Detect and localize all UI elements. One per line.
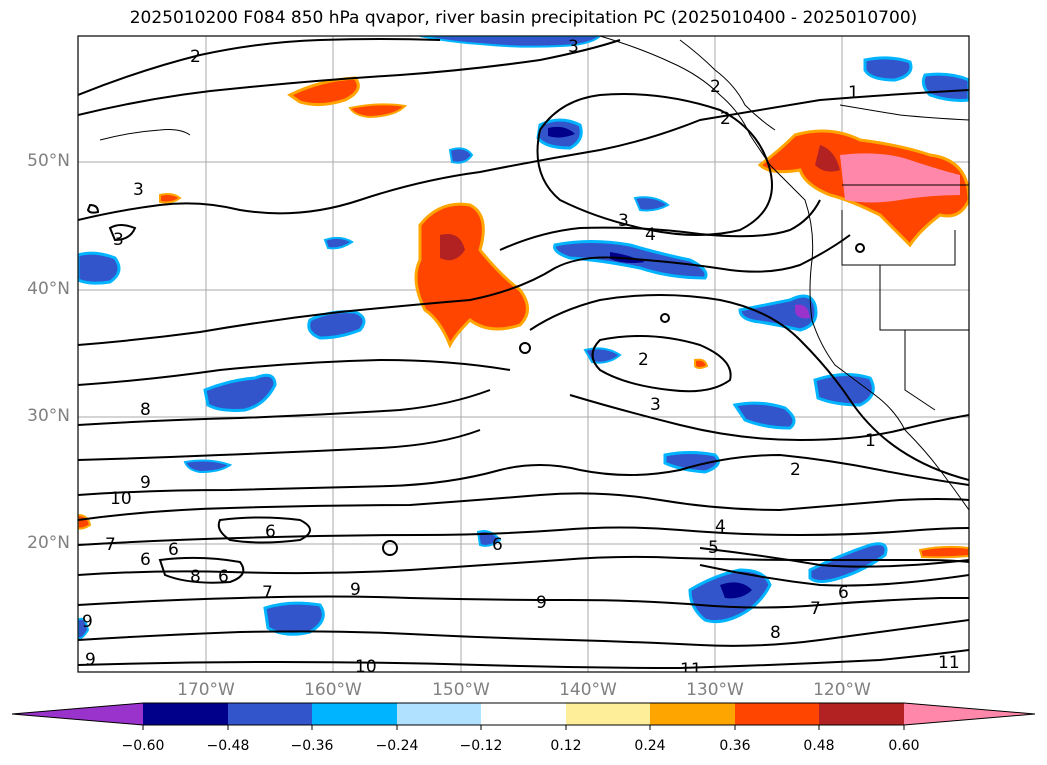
lat-label-30n: 30°N: [27, 406, 70, 426]
svg-text:7: 7: [810, 599, 821, 619]
colorbar-tick-label: 0.36: [719, 738, 751, 754]
colorbar-tick-label: −0.48: [206, 738, 250, 754]
colorbar-swatch: [566, 703, 650, 725]
svg-text:6: 6: [140, 550, 151, 570]
svg-text:2: 2: [790, 460, 801, 480]
colorbar-swatch: [481, 703, 566, 725]
svg-text:9: 9: [140, 473, 151, 493]
svg-text:6: 6: [168, 540, 179, 560]
svg-text:6: 6: [492, 535, 503, 555]
svg-text:5: 5: [708, 538, 719, 558]
svg-text:7: 7: [262, 583, 273, 603]
colorbar-tick-label: −0.12: [459, 738, 503, 754]
colorbar-tick-label: 0.12: [550, 738, 582, 754]
svg-text:8: 8: [140, 400, 151, 420]
svg-text:2: 2: [190, 47, 201, 67]
lat-label-20n: 20°N: [27, 533, 70, 553]
lat-label-40n: 40°N: [27, 279, 70, 299]
svg-text:9: 9: [82, 612, 93, 632]
lon-label-120w: 120°W: [813, 680, 871, 700]
svg-text:1: 1: [848, 83, 859, 103]
lat-label-50n: 50°N: [27, 151, 70, 171]
svg-text:4: 4: [645, 225, 656, 245]
colorbar-tick-label: −0.60: [121, 738, 165, 754]
svg-text:2: 2: [638, 350, 649, 370]
colorbar-swatch: [143, 703, 228, 725]
svg-text:9: 9: [85, 650, 96, 670]
svg-text:3: 3: [133, 180, 144, 200]
lon-label-150w: 150°W: [432, 680, 490, 700]
lon-label-170w: 170°W: [177, 680, 235, 700]
svg-text:6: 6: [265, 522, 276, 542]
colorbar-swatch: [735, 703, 819, 725]
colorbar-tick-label: −0.36: [290, 738, 334, 754]
colorbar-tick-label: 0.48: [803, 738, 835, 754]
map-border: [77, 35, 970, 673]
map-title: 2025010200 F084 850 hPa qvapor, river ba…: [129, 8, 918, 28]
svg-text:10: 10: [355, 657, 377, 677]
svg-text:6: 6: [218, 567, 229, 587]
svg-text:8: 8: [190, 567, 201, 587]
svg-text:1: 1: [865, 431, 876, 451]
lon-label-130w: 130°W: [686, 680, 744, 700]
colorbar-swatch: [397, 703, 481, 725]
svg-text:8: 8: [770, 623, 781, 643]
svg-text:3: 3: [113, 230, 124, 250]
svg-text:9: 9: [350, 580, 361, 600]
svg-text:2: 2: [710, 77, 721, 97]
lon-label-160w: 160°W: [304, 680, 362, 700]
svg-text:4: 4: [715, 517, 726, 537]
colorbar-extend-high: [904, 703, 1035, 725]
colorbar-tick-label: −0.24: [375, 738, 419, 754]
svg-text:6: 6: [838, 583, 849, 603]
colorbar: [11, 702, 1036, 730]
qvapor-contours: [78, 38, 969, 670]
coastlines: [99, 36, 969, 511]
colorbar-swatch: [228, 703, 312, 725]
svg-text:3: 3: [618, 211, 629, 231]
svg-text:3: 3: [650, 395, 661, 415]
svg-text:11: 11: [680, 660, 702, 680]
svg-text:3: 3: [568, 37, 579, 57]
svg-text:9: 9: [536, 593, 547, 613]
colorbar-swatch: [312, 703, 397, 725]
svg-text:2: 2: [720, 109, 731, 129]
colorbar-tick-label: 0.24: [634, 738, 666, 754]
lon-label-140w: 140°W: [559, 680, 617, 700]
colorbar-extend-low: [12, 703, 143, 725]
svg-text:10: 10: [110, 489, 132, 509]
colorbar-tick-label: 0.60: [888, 738, 920, 754]
negative-pc-regions: [78, 36, 969, 640]
contour-labels: 2 3 2 2 1 3 3 3 4 2 3 1 2 4 5 8 10 9 7 6…: [82, 37, 960, 680]
svg-text:11: 11: [938, 653, 960, 673]
colorbar-swatch: [650, 703, 735, 725]
colorbar-swatch: [819, 703, 904, 725]
small-contours: [86, 203, 865, 584]
positive-pc-regions: [78, 76, 969, 559]
svg-text:7: 7: [105, 535, 116, 555]
